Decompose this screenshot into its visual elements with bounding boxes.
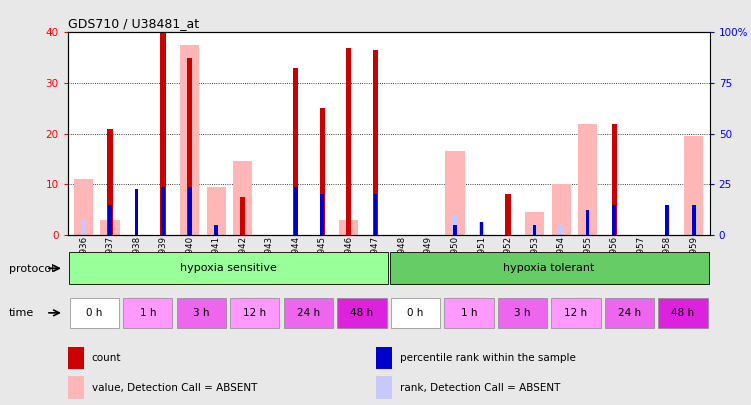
Bar [180,45,199,235]
Bar [240,197,246,235]
Bar [68,377,84,399]
Bar [612,205,616,235]
Text: 12 h: 12 h [564,308,587,318]
Bar [692,205,695,235]
Bar [445,298,493,328]
Text: 3 h: 3 h [193,308,210,318]
Bar [551,298,601,328]
Bar [684,136,704,235]
Bar [372,50,378,235]
Bar [525,212,544,235]
Text: 24 h: 24 h [297,308,320,318]
Bar [214,225,218,235]
Bar [611,124,617,235]
Text: rank, Detection Call = ABSENT: rank, Detection Call = ABSENT [400,382,560,392]
Bar [321,194,324,235]
Bar [390,252,709,284]
Text: count: count [92,353,121,363]
Bar [551,184,571,235]
Text: 48 h: 48 h [350,308,373,318]
Bar [101,220,119,235]
Bar [320,108,325,235]
Bar [293,68,298,235]
Bar [207,187,226,235]
Text: hypoxia tolerant: hypoxia tolerant [503,263,595,273]
Bar [346,47,351,235]
Bar [123,298,173,328]
Bar [373,194,377,235]
Bar [176,298,226,328]
Bar [376,377,392,399]
Text: 24 h: 24 h [618,308,641,318]
Bar [134,190,138,235]
Bar [665,205,669,235]
Text: percentile rank within the sample: percentile rank within the sample [400,353,575,363]
Text: value, Detection Call = ABSENT: value, Detection Call = ABSENT [92,382,257,392]
Bar [480,222,484,235]
Bar [578,124,597,235]
Bar [284,298,333,328]
Bar [445,151,465,235]
Bar [233,162,252,235]
Bar [452,215,458,235]
Text: 0 h: 0 h [86,308,103,318]
Bar [376,347,392,369]
Bar [498,298,547,328]
Bar [68,347,84,369]
Bar [453,225,457,235]
Text: GDS710 / U38481_at: GDS710 / U38481_at [68,17,199,30]
Text: 48 h: 48 h [671,308,695,318]
Text: time: time [9,308,35,318]
Bar [294,187,297,235]
Text: 0 h: 0 h [407,308,424,318]
Bar [80,220,86,235]
Bar [68,252,388,284]
Bar [605,298,654,328]
Bar [107,129,113,235]
Bar [558,225,564,235]
Bar [391,298,440,328]
Bar [532,225,538,235]
Text: 1 h: 1 h [460,308,477,318]
Text: 12 h: 12 h [243,308,267,318]
Text: 1 h: 1 h [140,308,156,318]
Bar [505,194,511,235]
Bar [74,179,93,235]
Text: hypoxia sensitive: hypoxia sensitive [179,263,276,273]
Bar [161,187,165,235]
Bar [337,298,387,328]
Text: 3 h: 3 h [514,308,531,318]
Text: protocol: protocol [9,264,54,273]
Bar [478,222,484,235]
Bar [339,220,358,235]
Bar [659,298,707,328]
Bar [586,210,590,235]
Bar [108,205,112,235]
Bar [691,205,697,235]
Bar [161,32,166,235]
Bar [532,225,536,235]
Bar [231,298,279,328]
Bar [188,187,192,235]
Bar [70,298,119,328]
Bar [187,58,192,235]
